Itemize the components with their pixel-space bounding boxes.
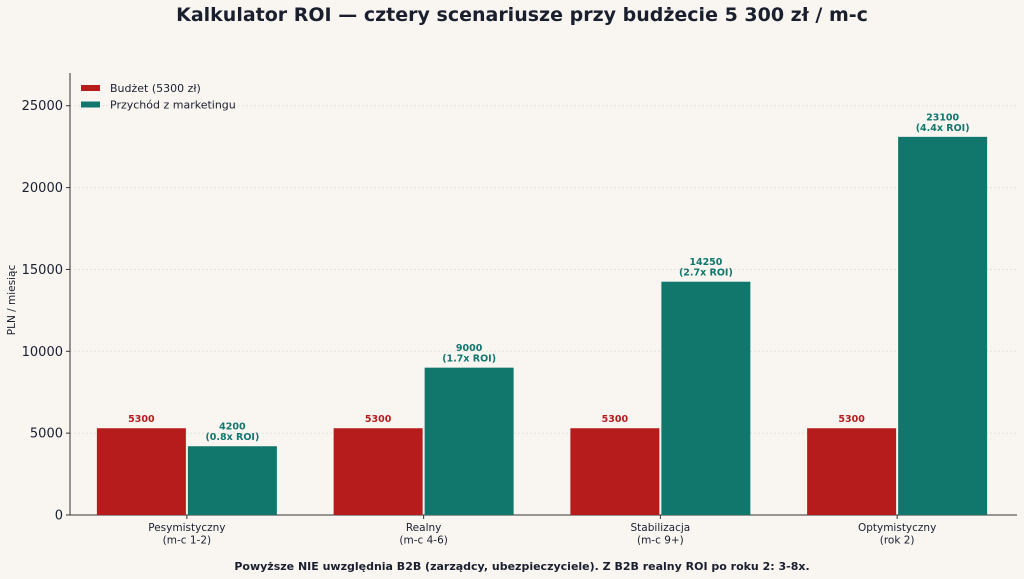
data-label: (4.4x ROI) xyxy=(916,123,970,134)
data-label: 5300 xyxy=(365,414,392,425)
bar xyxy=(570,428,660,515)
x-tick-label: Stabilizacja xyxy=(631,522,691,534)
data-label: 5300 xyxy=(128,414,155,425)
data-label: (0.8x ROI) xyxy=(205,432,259,443)
y-tick-label: 10000 xyxy=(22,345,63,360)
y-axis-label: PLN / miesiąc xyxy=(6,265,18,336)
bar xyxy=(807,428,897,515)
legend-label: Budżet (5300 zł) xyxy=(110,82,201,95)
x-tick-label: Pesymistyczny xyxy=(148,522,225,534)
bar xyxy=(96,428,186,515)
data-label: 4200 xyxy=(219,422,246,433)
y-tick-label: 5000 xyxy=(30,427,63,442)
data-label: 9000 xyxy=(456,343,483,354)
y-tick-label: 20000 xyxy=(22,181,63,196)
x-tick-label: Realny xyxy=(406,522,442,534)
data-label: 5300 xyxy=(838,414,865,425)
bar xyxy=(333,428,423,515)
bar xyxy=(424,367,514,515)
legend-label: Przychód z marketingu xyxy=(110,99,236,112)
bar xyxy=(898,136,988,515)
x-tick-label: (m-c 4-6) xyxy=(399,535,447,547)
y-tick-label: 25000 xyxy=(22,99,63,114)
data-label: 5300 xyxy=(602,414,629,425)
data-label: (1.7x ROI) xyxy=(442,354,496,365)
data-label: 14250 xyxy=(689,257,722,268)
chart-title: Kalkulator ROI — cztery scenariusze przy… xyxy=(176,4,868,26)
legend-swatch xyxy=(81,85,100,91)
y-tick-label: 0 xyxy=(55,509,63,524)
bar xyxy=(187,446,277,515)
x-tick-label: (rok 2) xyxy=(880,535,915,547)
data-label: (2.7x ROI) xyxy=(679,268,733,279)
x-tick-label: (m-c 9+) xyxy=(637,535,684,547)
x-tick-label: (m-c 1-2) xyxy=(163,535,211,547)
x-tick-label: Optymistyczny xyxy=(858,522,936,534)
legend-swatch xyxy=(81,101,100,108)
bar xyxy=(661,281,751,515)
data-label: 23100 xyxy=(926,112,959,123)
chart-footnote: Powyższe NIE uwzględnia B2B (zarządcy, u… xyxy=(234,560,810,573)
y-tick-label: 15000 xyxy=(22,263,63,278)
